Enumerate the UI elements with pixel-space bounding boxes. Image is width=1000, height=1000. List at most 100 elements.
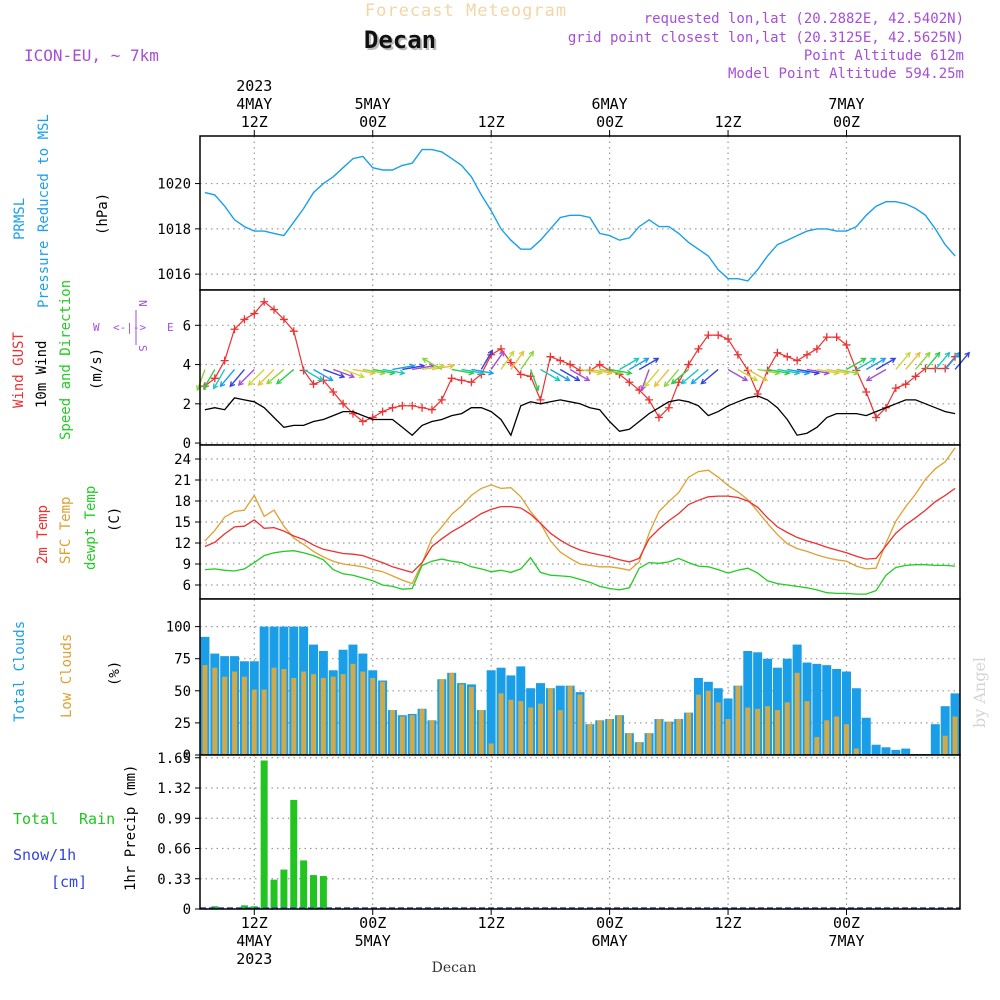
bottom-time-label: 2023 bbox=[236, 950, 272, 968]
wind-arrow-head bbox=[643, 381, 650, 388]
top-time-label: 12Z bbox=[478, 113, 505, 131]
wind-arrow bbox=[559, 368, 580, 382]
pressure-line bbox=[204, 148, 956, 282]
wind-arrow-head bbox=[640, 385, 646, 392]
precip-axis-label: 1hr Precip (mm) bbox=[123, 765, 139, 891]
wind-arrow bbox=[924, 352, 941, 370]
low-cloud-bar bbox=[814, 737, 820, 755]
low-cloud-bar bbox=[251, 689, 257, 755]
wind-arrow bbox=[510, 351, 525, 370]
total-cloud-bar bbox=[871, 744, 881, 755]
wind-arrow bbox=[700, 368, 719, 385]
wind-speed-dir-label: Speed and Direction bbox=[58, 280, 74, 440]
rain-bar bbox=[270, 879, 278, 909]
low-cloud-bar bbox=[765, 706, 771, 755]
precip-panel: 0 0.33 0.66 0.99 1.32 1.65 bbox=[157, 751, 961, 918]
low-cloud-bar bbox=[488, 743, 494, 755]
top-time-label: 5MAY bbox=[355, 95, 391, 113]
low-cloud-bar bbox=[370, 677, 376, 755]
model-name: ICON-EU, ~ 7km bbox=[24, 46, 159, 65]
total-clouds-label: Total Clouds bbox=[12, 621, 28, 722]
top-time-label: 6MAY bbox=[592, 95, 628, 113]
low-cloud-bar bbox=[774, 710, 780, 755]
pressure-ytick-label: 1016 bbox=[157, 267, 191, 283]
gust-marker bbox=[220, 356, 229, 365]
rain-bar bbox=[310, 875, 318, 909]
low-cloud-bar bbox=[952, 716, 958, 755]
low-cloud-bar bbox=[212, 667, 218, 755]
gust-marker bbox=[358, 417, 367, 426]
wind-arrow bbox=[638, 357, 659, 371]
low-cloud-bar bbox=[360, 671, 366, 755]
top-time-label: 2023 bbox=[236, 77, 272, 95]
wind-arrow bbox=[619, 357, 639, 371]
wind-arrow bbox=[681, 368, 699, 385]
wind-ytick-label: 0 bbox=[183, 436, 191, 452]
low-cloud-bar bbox=[695, 694, 701, 755]
wind-arrow bbox=[836, 368, 859, 374]
gust-marker bbox=[516, 370, 525, 379]
wind-arrow-head bbox=[761, 375, 769, 382]
total-cloud-bar bbox=[743, 651, 753, 755]
wind-arrow-head bbox=[964, 351, 971, 358]
temp-ytick-label: 12 bbox=[174, 536, 191, 552]
watermark: by Angel bbox=[970, 657, 989, 728]
gust-marker bbox=[625, 378, 634, 387]
wind-arrow-head bbox=[751, 375, 759, 382]
wind-arrow bbox=[579, 368, 602, 374]
bottom-time-label: 12Z bbox=[241, 914, 268, 932]
low-cloud-bar bbox=[735, 685, 741, 755]
wind-arrow-head bbox=[275, 378, 282, 385]
total-cloud-bar bbox=[832, 668, 842, 755]
bottom-time-label: 5MAY bbox=[355, 932, 391, 950]
header: Forecast Meteogram Decan Decan ICON-EU, … bbox=[24, 1, 964, 82]
rain-bar bbox=[240, 905, 248, 909]
low-cloud-bar bbox=[715, 702, 721, 755]
wind-ytick-label: 4 bbox=[183, 358, 191, 374]
low-cloud-bar bbox=[429, 720, 435, 755]
footer-location: Decan bbox=[432, 960, 477, 976]
gust-marker bbox=[250, 309, 259, 318]
wind-arrow-head bbox=[564, 375, 571, 382]
compass-rose: W <-|-> E N S bbox=[93, 300, 174, 352]
low-cloud-bar bbox=[784, 702, 790, 755]
wind-arrow-head bbox=[399, 369, 406, 376]
gust-marker bbox=[230, 325, 239, 334]
total-rain-label-2: Rain bbox=[79, 810, 115, 828]
wind-arrow-head bbox=[237, 380, 244, 386]
low-cloud-bar bbox=[607, 719, 613, 755]
compass-n: N bbox=[136, 300, 149, 307]
wind-gust-label: Wind GUST bbox=[11, 332, 27, 408]
ms-unit-label: (m/s) bbox=[89, 348, 105, 390]
pressure-ytick-label: 1018 bbox=[157, 222, 191, 238]
sfc-temp-line bbox=[204, 447, 956, 585]
wind-arrow bbox=[219, 369, 236, 387]
precip-ytick-label: 0.33 bbox=[157, 872, 191, 888]
gust-marker bbox=[388, 403, 397, 412]
gust-marker bbox=[309, 380, 318, 389]
wind-arrow bbox=[333, 368, 355, 378]
low-cloud-bar bbox=[518, 701, 524, 755]
temp-dewpt-label: dewpt Temp bbox=[83, 486, 99, 570]
wind-arrow bbox=[737, 368, 758, 382]
gust-marker bbox=[891, 384, 900, 393]
total-rain-label-1: Total bbox=[13, 810, 58, 828]
gust-marker bbox=[398, 401, 407, 410]
low-cloud-bar bbox=[498, 693, 504, 755]
wind-arrow-head bbox=[643, 357, 650, 364]
gust-marker bbox=[832, 333, 841, 342]
low-cloud-bar bbox=[804, 701, 810, 755]
bottom-time-label: 00Z bbox=[833, 914, 860, 932]
gust-marker bbox=[260, 297, 269, 306]
wind-arrow bbox=[248, 368, 265, 386]
wind-arrow bbox=[589, 368, 612, 374]
wind-arrow-head bbox=[626, 369, 633, 376]
gust-marker bbox=[822, 333, 831, 342]
low-cloud-bar bbox=[745, 707, 751, 755]
wind-arrow-head bbox=[690, 378, 697, 385]
wind-arrow bbox=[461, 368, 484, 374]
pressure-panel: 1016 1018 1020 bbox=[157, 135, 961, 291]
low-clouds-label: Low Clouds bbox=[59, 634, 75, 718]
precip-ytick-label: 0.99 bbox=[157, 811, 191, 827]
